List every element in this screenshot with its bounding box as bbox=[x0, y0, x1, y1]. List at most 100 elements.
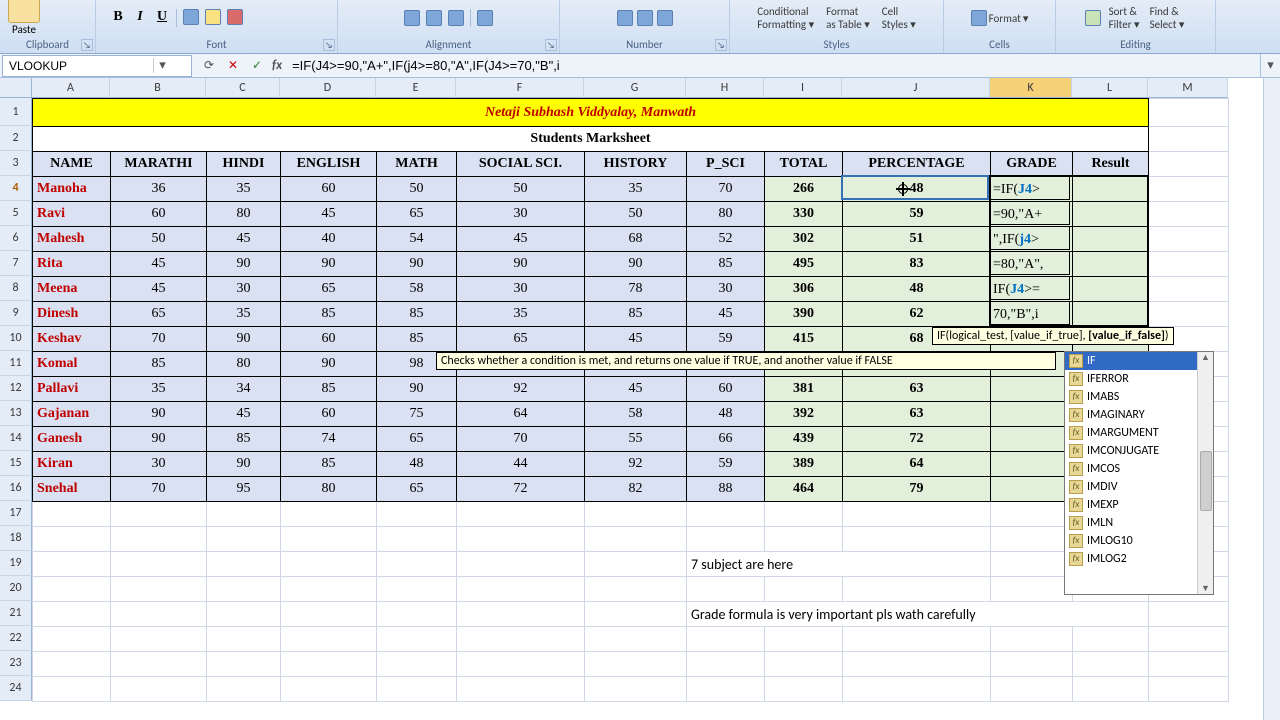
student-name-cell[interactable]: Ravi bbox=[33, 202, 111, 227]
student-name-cell[interactable]: Ganesh bbox=[33, 427, 111, 452]
row-header-13[interactable]: 13 bbox=[0, 401, 32, 426]
percent-icon[interactable] bbox=[637, 10, 653, 26]
format-cells-button[interactable]: Format ▾ bbox=[967, 8, 1033, 28]
conditional-formatting-button[interactable]: ConditionalFormatting ▾ bbox=[755, 5, 816, 31]
sort-filter-button[interactable]: Sort &Filter ▾ bbox=[1107, 5, 1142, 31]
autocomplete-item[interactable]: fxIMLN bbox=[1065, 514, 1213, 532]
row-header-12[interactable]: 12 bbox=[0, 376, 32, 401]
column-header-B[interactable]: B bbox=[110, 78, 206, 98]
autocomplete-item[interactable]: fxIMABS bbox=[1065, 388, 1213, 406]
autocomplete-item[interactable]: fxIMAGINARY bbox=[1065, 406, 1213, 424]
editing-cell-line[interactable]: ",IF(j4> bbox=[990, 226, 1070, 250]
row-header-18[interactable]: 18 bbox=[0, 526, 32, 551]
autocomplete-item[interactable]: fxIF bbox=[1065, 352, 1213, 370]
bold-button[interactable]: B bbox=[110, 9, 126, 27]
accept-formula-button[interactable]: ✓ bbox=[248, 57, 266, 75]
clipboard-dialog-launcher[interactable]: ↘ bbox=[81, 39, 93, 51]
autocomplete-item[interactable]: fxIMDIV bbox=[1065, 478, 1213, 496]
editing-cell-line[interactable]: =90,"A+ bbox=[990, 201, 1070, 225]
row-header-3[interactable]: 3 bbox=[0, 151, 32, 176]
column-header-cell[interactable]: P_SCI bbox=[687, 152, 765, 177]
title-cell[interactable]: Netaji Subhash Viddyalay, Manwath bbox=[33, 99, 1149, 127]
font-color-icon[interactable] bbox=[227, 9, 243, 25]
align-left-icon[interactable] bbox=[404, 10, 420, 26]
italic-button[interactable]: I bbox=[132, 9, 148, 27]
name-box-dropdown[interactable]: ▾ bbox=[153, 58, 171, 73]
column-header-M[interactable]: M bbox=[1148, 78, 1228, 98]
autocomplete-item[interactable]: fxIMCONJUGATE bbox=[1065, 442, 1213, 460]
column-header-H[interactable]: H bbox=[686, 78, 764, 98]
row-header-4[interactable]: 4 bbox=[0, 176, 32, 201]
number-dialog-launcher[interactable]: ↘ bbox=[715, 39, 727, 51]
row-header-15[interactable]: 15 bbox=[0, 451, 32, 476]
column-header-cell[interactable]: HISTORY bbox=[585, 152, 687, 177]
column-header-E[interactable]: E bbox=[376, 78, 456, 98]
autocomplete-item[interactable]: fxIMLOG2 bbox=[1065, 550, 1213, 568]
autocomplete-item[interactable]: fxIFERROR bbox=[1065, 370, 1213, 388]
font-dialog-launcher[interactable]: ↘ bbox=[323, 39, 335, 51]
column-header-D[interactable]: D bbox=[280, 78, 376, 98]
autocomplete-scrollbar[interactable]: ▲▼ bbox=[1197, 352, 1213, 594]
paste-button[interactable] bbox=[8, 0, 40, 23]
column-header-K[interactable]: K bbox=[990, 78, 1072, 98]
name-box-input[interactable] bbox=[3, 59, 153, 73]
row-header-8[interactable]: 8 bbox=[0, 276, 32, 301]
row-header-5[interactable]: 5 bbox=[0, 201, 32, 226]
student-name-cell[interactable]: Snehal bbox=[33, 477, 111, 502]
note-cell[interactable]: 7 subject are here bbox=[687, 552, 991, 577]
row-header-7[interactable]: 7 bbox=[0, 251, 32, 276]
insert-function-button[interactable]: fx bbox=[272, 58, 282, 73]
column-header-L[interactable]: L bbox=[1072, 78, 1148, 98]
column-header-cell[interactable]: ENGLISH bbox=[281, 152, 377, 177]
column-header-G[interactable]: G bbox=[584, 78, 686, 98]
select-all-corner[interactable] bbox=[0, 78, 32, 98]
column-header-C[interactable]: C bbox=[206, 78, 280, 98]
student-name-cell[interactable]: Meena bbox=[33, 277, 111, 302]
autocomplete-item[interactable]: fxIMEXP bbox=[1065, 496, 1213, 514]
student-name-cell[interactable]: Manoha bbox=[33, 177, 111, 202]
student-name-cell[interactable]: Mahesh bbox=[33, 227, 111, 252]
border-icon[interactable] bbox=[183, 9, 199, 25]
student-name-cell[interactable]: Keshav bbox=[33, 327, 111, 352]
formula-input[interactable] bbox=[288, 58, 1260, 73]
row-header-19[interactable]: 19 bbox=[0, 551, 32, 576]
column-header-cell[interactable]: PERCENTAGE bbox=[843, 152, 991, 177]
cancel-formula-button[interactable]: ✕ bbox=[224, 57, 242, 75]
row-header-23[interactable]: 23 bbox=[0, 651, 32, 676]
editing-cell-line[interactable]: 70,"B",i bbox=[990, 301, 1070, 325]
find-select-button[interactable]: Find &Select ▾ bbox=[1148, 5, 1187, 31]
editing-cell-line[interactable]: IF(J4>= bbox=[990, 276, 1070, 300]
column-header-cell[interactable]: GRADE bbox=[991, 152, 1073, 177]
column-header-I[interactable]: I bbox=[764, 78, 842, 98]
autocomplete-item[interactable]: fxIMLOG10 bbox=[1065, 532, 1213, 550]
column-header-cell[interactable]: SOCIAL SCI. bbox=[457, 152, 585, 177]
column-header-cell[interactable]: NAME bbox=[33, 152, 111, 177]
autocomplete-item[interactable]: fxIMCOS bbox=[1065, 460, 1213, 478]
editing-cell-line[interactable]: =IF(J4> bbox=[990, 176, 1070, 200]
column-header-cell[interactable]: TOTAL bbox=[765, 152, 843, 177]
column-header-J[interactable]: J bbox=[842, 78, 990, 98]
row-header-9[interactable]: 9 bbox=[0, 301, 32, 326]
column-header-cell[interactable]: MATH bbox=[377, 152, 457, 177]
student-name-cell[interactable]: Rita bbox=[33, 252, 111, 277]
autosum-icon[interactable] bbox=[1085, 10, 1101, 26]
student-name-cell[interactable]: Kiran bbox=[33, 452, 111, 477]
row-header-16[interactable]: 16 bbox=[0, 476, 32, 501]
column-header-cell[interactable]: HINDI bbox=[207, 152, 281, 177]
vertical-scrollbar[interactable] bbox=[1263, 78, 1280, 720]
fill-color-icon[interactable] bbox=[205, 9, 221, 25]
row-header-24[interactable]: 24 bbox=[0, 676, 32, 701]
student-name-cell[interactable]: Komal bbox=[33, 352, 111, 377]
editing-cell-line[interactable]: =80,"A", bbox=[990, 251, 1070, 275]
column-header-cell[interactable]: Result bbox=[1073, 152, 1149, 177]
row-header-20[interactable]: 20 bbox=[0, 576, 32, 601]
row-header-11[interactable]: 11 bbox=[0, 351, 32, 376]
column-header-cell[interactable]: MARATHI bbox=[111, 152, 207, 177]
row-header-17[interactable]: 17 bbox=[0, 501, 32, 526]
column-header-F[interactable]: F bbox=[456, 78, 584, 98]
row-header-14[interactable]: 14 bbox=[0, 426, 32, 451]
column-header-A[interactable]: A bbox=[32, 78, 110, 98]
formula-expand-button[interactable]: ▾ bbox=[1260, 54, 1280, 77]
name-box[interactable]: ▾ bbox=[2, 55, 192, 77]
formula-autocomplete-dropdown[interactable]: fxIFfxIFERRORfxIMABSfxIMAGINARYfxIMARGUM… bbox=[1064, 351, 1214, 595]
